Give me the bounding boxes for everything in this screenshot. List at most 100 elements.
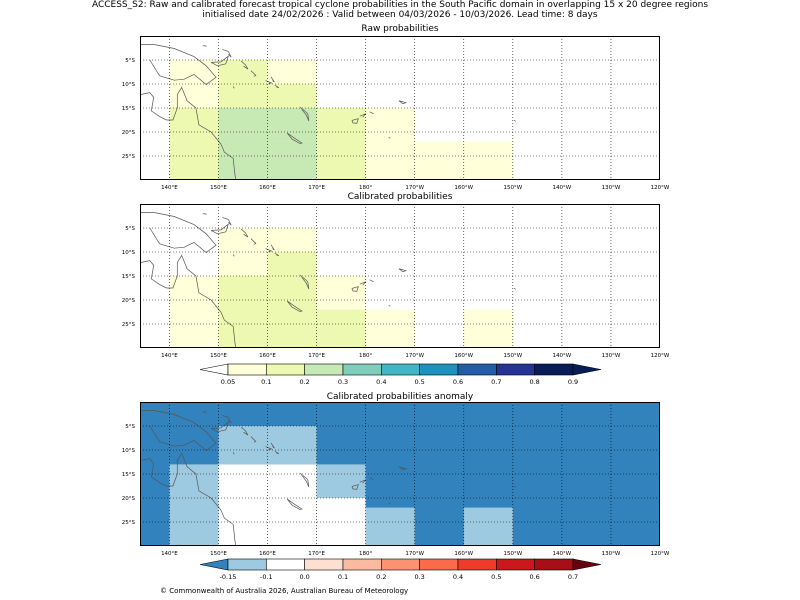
colorbar-segment (534, 558, 574, 571)
coastline (202, 411, 207, 413)
longitude-label: 120°W (651, 551, 670, 557)
map-frame (140, 204, 660, 348)
probability-cell (365, 507, 415, 546)
colorbar-tick-label: 0.6 (453, 378, 463, 386)
colorbar-segment (227, 558, 267, 571)
probability-cell (316, 309, 366, 348)
raw-probability-map: 140°E 150°E 160°E 170°E 180° 170°W 160°W 150°W 1… (122, 36, 670, 191)
probability-cell (218, 464, 317, 546)
longitude-label: 140°E (161, 551, 178, 557)
colorbar-tick-label: 0.0 (299, 573, 309, 581)
colorbar-under-arrow (199, 363, 229, 376)
longitude-label: 120°W (651, 185, 670, 191)
latitude-label: 25°S (122, 154, 136, 160)
map-frame (140, 402, 660, 546)
probability-cell (316, 464, 366, 498)
coastline (398, 268, 408, 273)
longitude-label: 150°W (503, 551, 522, 557)
latitude-label: 25°S (122, 322, 136, 328)
coastline (300, 472, 310, 488)
coastline (513, 119, 517, 122)
coastline (240, 426, 249, 436)
probability-cell (169, 276, 219, 348)
coastline (300, 274, 310, 290)
longitude-label: 130°W (602, 551, 621, 557)
longitude-label: 150°E (210, 551, 227, 557)
longitude-label: 180° (359, 353, 372, 359)
latitude-label: 25°S (122, 520, 136, 526)
coastline (140, 44, 217, 85)
longitude-label: 160°W (454, 551, 473, 557)
colorbar-segment (419, 363, 459, 376)
raw-panel-title: Raw probabilities (361, 24, 439, 34)
colorbar-segment (381, 363, 420, 376)
coastline (286, 300, 303, 312)
coastline (513, 485, 517, 488)
latitude-label: 5°S (125, 58, 135, 64)
colorbar-tick-label: 0.5 (414, 378, 424, 386)
coastline (369, 111, 374, 115)
coastline (351, 286, 359, 292)
colorbar-tick-label: 0.4 (376, 378, 386, 386)
coastline (270, 442, 275, 449)
longitude-label: 150°W (503, 353, 522, 359)
latitude-label: 15°S (122, 274, 136, 280)
longitude-label: 160°E (259, 185, 276, 191)
latitude-label: 20°S (122, 496, 136, 502)
coastline (222, 415, 232, 424)
colorbar-segment (496, 558, 535, 571)
probability-cell (463, 507, 513, 546)
probability-cell (218, 228, 268, 276)
figure-title-line2: initialised date 24/02/2026 : Valid betw… (202, 10, 598, 20)
copyright-notice: © Commonwealth of Australia 2026, Austra… (160, 587, 409, 595)
coastline (250, 70, 257, 77)
longitude-label: 180° (359, 185, 372, 191)
colorbar-segment (304, 363, 344, 376)
longitude-label: 130°W (602, 185, 621, 191)
longitude-label: 150°W (503, 185, 522, 191)
colorbar-tick-label: 0.5 (491, 573, 501, 581)
coastline (369, 477, 374, 481)
latitude-label: 5°S (125, 424, 135, 430)
colorbar-segment (419, 558, 459, 571)
figure-title-line1: ACCESS_S2: Raw and calibrated forecast t… (91, 0, 709, 10)
colorbar-segment (227, 363, 267, 376)
probability-cell (316, 276, 366, 310)
longitude-label: 140°E (161, 185, 178, 191)
colorbar-segment (266, 363, 305, 376)
probability-cell (218, 60, 268, 84)
colorbar-segment (457, 558, 497, 571)
latitude-label: 20°S (122, 130, 136, 136)
coastline (232, 452, 235, 455)
coastline (139, 254, 237, 349)
colorbar-segment (457, 363, 497, 376)
longitude-label: 160°E (259, 353, 276, 359)
colorbar-tick-label: 0.6 (529, 573, 539, 581)
longitude-label: 120°W (651, 353, 670, 359)
coastline (359, 479, 366, 484)
probability-cell (267, 228, 317, 252)
coastline (351, 118, 359, 124)
map-frame (140, 36, 660, 180)
colorbar-segment (496, 363, 535, 376)
probability-cell (267, 252, 317, 276)
probability-cell (414, 141, 513, 180)
coastline (139, 452, 237, 547)
probability-cell (218, 426, 317, 465)
probability-cell (218, 108, 268, 180)
coastline (202, 213, 207, 215)
coastline (388, 502, 391, 505)
coastline (359, 113, 366, 118)
coastline (398, 466, 408, 471)
coastline (286, 498, 303, 510)
longitude-label: 150°E (210, 185, 227, 191)
latitude-label: 15°S (122, 472, 136, 478)
calibrated-probability-map: 140°E 150°E 160°E 170°E 180° 170°W 160°W 150°W 1… (122, 204, 670, 359)
anomaly-panel-title: Calibrated probabilities anomaly (326, 392, 474, 402)
probability-cell (316, 108, 366, 180)
longitude-label: 140°W (553, 185, 572, 191)
longitude-label: 140°W (553, 551, 572, 557)
longitude-label: 150°E (210, 353, 227, 359)
colorbar-under-arrow (199, 558, 229, 571)
coastline (274, 252, 280, 257)
